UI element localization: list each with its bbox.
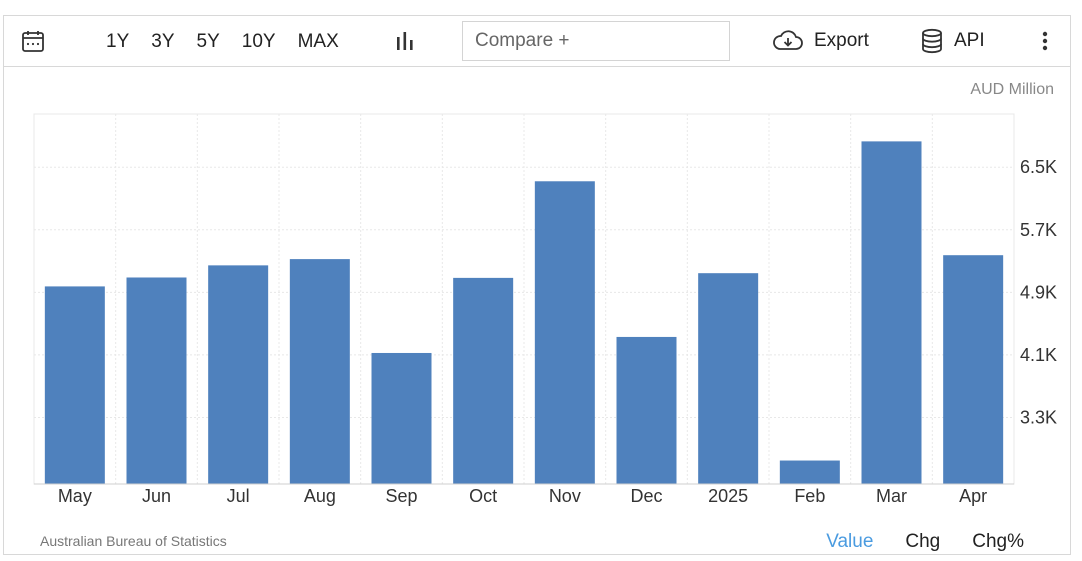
range-3y-button[interactable]: 3Y: [151, 31, 175, 52]
bar-may[interactable]: [44, 286, 105, 484]
x-tick-label: Nov: [549, 486, 581, 506]
bar-aug[interactable]: [289, 259, 350, 484]
bar-nov[interactable]: [534, 181, 595, 485]
range-5y-button[interactable]: 5Y: [196, 31, 220, 52]
range-10y-button[interactable]: 10Y: [241, 31, 276, 52]
chart-toolbar: 1Y 3Y 5Y 10Y MAX Export API: [3, 15, 1071, 67]
x-tick-label: Feb: [794, 486, 825, 506]
bar-jun[interactable]: [126, 277, 187, 484]
unit-label: AUD Million: [970, 81, 1054, 98]
x-tick-label: Aug: [304, 486, 336, 506]
bar-mar[interactable]: [861, 141, 922, 485]
x-tick-label: Dec: [630, 486, 662, 506]
calendar-icon[interactable]: [21, 29, 45, 53]
database-icon: [922, 28, 942, 54]
bar-feb[interactable]: [779, 460, 840, 484]
range-max-button[interactable]: MAX: [297, 31, 339, 52]
source-label: Australian Bureau of Statistics: [40, 533, 227, 549]
range-1y-button[interactable]: 1Y: [106, 31, 130, 52]
x-tick-label: May: [58, 486, 92, 506]
x-tick-label: Sep: [385, 486, 417, 506]
x-tick-label: Apr: [959, 486, 987, 506]
x-tick-label: Oct: [469, 486, 497, 506]
y-tick-label: 4.9K: [1020, 282, 1057, 302]
tab-value[interactable]: Value: [826, 531, 874, 552]
compare-input[interactable]: [462, 21, 730, 61]
y-tick-label: 3.3K: [1020, 408, 1057, 428]
x-tick-label: Jun: [142, 486, 171, 506]
bar-apr[interactable]: [943, 255, 1004, 484]
chart-type-bar-icon[interactable]: [394, 30, 416, 52]
y-tick-label: 4.1K: [1020, 345, 1057, 365]
api-label: API: [954, 30, 985, 51]
bar-2025[interactable]: [698, 273, 759, 484]
bar-jul[interactable]: [208, 265, 269, 484]
bar-oct[interactable]: [453, 277, 514, 484]
x-tick-label: Mar: [876, 486, 907, 506]
x-tick-label: Jul: [227, 486, 250, 506]
cloud-download-icon: [773, 30, 803, 50]
range-selector: 1Y 3Y 5Y 10Y MAX: [98, 30, 353, 54]
more-options-icon[interactable]: [1035, 29, 1055, 53]
bar-sep[interactable]: [371, 352, 432, 484]
export-label: Export: [814, 30, 869, 51]
tab-chg-pct[interactable]: Chg%: [972, 531, 1024, 552]
bar-dec[interactable]: [616, 336, 677, 484]
value-mode-tabs: Value Chg Chg%: [826, 531, 1024, 553]
y-tick-label: 6.5K: [1020, 157, 1057, 177]
tab-chg[interactable]: Chg: [905, 531, 941, 552]
api-button[interactable]: API: [920, 27, 985, 55]
export-button[interactable]: Export: [772, 27, 869, 55]
y-tick-label: 5.7K: [1020, 220, 1057, 240]
x-tick-label: 2025: [708, 486, 748, 506]
